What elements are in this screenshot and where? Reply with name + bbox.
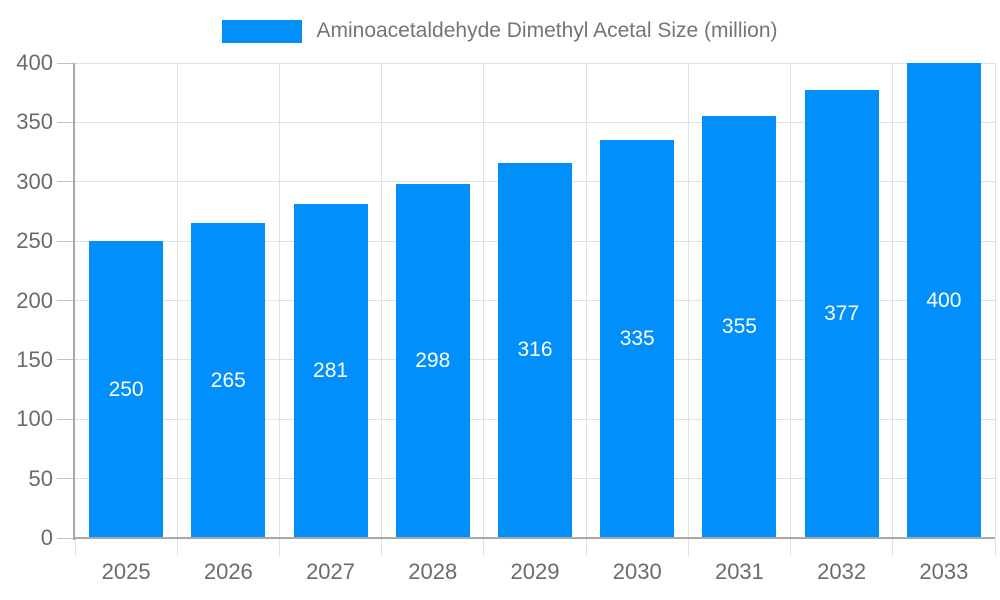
y-axis-label: 250 bbox=[16, 228, 53, 254]
bar[interactable]: 400 bbox=[906, 63, 981, 538]
x-tick bbox=[176, 539, 178, 556]
x-axis-label: 2031 bbox=[714, 559, 764, 584]
x-axis-line bbox=[73, 537, 995, 539]
x-gridline bbox=[585, 63, 587, 538]
x-tick bbox=[585, 539, 587, 556]
y-tick bbox=[57, 121, 73, 123]
x-axis-label: 2030 bbox=[612, 559, 662, 584]
x-axis-label: 2032 bbox=[817, 559, 867, 584]
bar[interactable]: 250 bbox=[89, 241, 164, 538]
x-gridline bbox=[790, 63, 792, 538]
y-tick bbox=[57, 240, 73, 242]
y-tick bbox=[57, 359, 73, 361]
y-gridline bbox=[75, 62, 995, 64]
bar[interactable]: 335 bbox=[600, 140, 675, 538]
bar-value-label: 298 bbox=[415, 349, 451, 373]
x-tick bbox=[892, 539, 894, 556]
y-tick bbox=[57, 300, 73, 301]
y-axis-label: 100 bbox=[16, 406, 53, 432]
bar-value-label: 281 bbox=[313, 359, 349, 383]
bar-value-label: 250 bbox=[108, 377, 144, 401]
bar[interactable]: 281 bbox=[293, 204, 368, 538]
x-tick bbox=[74, 539, 76, 556]
x-gridline bbox=[687, 63, 689, 538]
x-gridline bbox=[892, 63, 894, 538]
y-tick bbox=[57, 537, 73, 539]
bar[interactable]: 316 bbox=[498, 162, 572, 538]
x-axis-label: 2025 bbox=[101, 559, 151, 584]
x-axis-label: 2028 bbox=[408, 559, 458, 584]
bar-value-label: 377 bbox=[824, 302, 860, 326]
x-gridline bbox=[994, 63, 996, 538]
x-gridline bbox=[176, 63, 178, 538]
x-tick bbox=[994, 539, 996, 556]
bar-value-label: 335 bbox=[619, 327, 655, 351]
x-axis-label: 2033 bbox=[919, 559, 969, 584]
chart-legend[interactable]: Aminoacetaldehyde Dimethyl Acetal Size (… bbox=[0, 17, 1000, 45]
x-tick bbox=[687, 539, 689, 556]
x-tick bbox=[278, 539, 280, 556]
y-axis-line bbox=[73, 63, 75, 540]
x-tick bbox=[381, 539, 383, 556]
y-axis-label: 200 bbox=[16, 287, 53, 313]
bar-value-label: 400 bbox=[926, 288, 962, 312]
y-tick bbox=[57, 418, 73, 420]
bar[interactable]: 377 bbox=[804, 90, 879, 538]
y-axis-label: 350 bbox=[16, 109, 53, 135]
x-gridline bbox=[483, 63, 485, 538]
y-gridline bbox=[75, 121, 995, 123]
y-axis-label: 400 bbox=[16, 50, 53, 75]
bar-value-label: 316 bbox=[517, 338, 553, 362]
y-tick bbox=[57, 62, 73, 64]
x-axis-label: 2027 bbox=[306, 559, 356, 584]
y-axis-label: 0 bbox=[40, 525, 53, 550]
legend-swatch bbox=[222, 19, 303, 43]
y-tick bbox=[57, 478, 73, 480]
bar-value-label: 265 bbox=[210, 368, 246, 392]
x-axis-label: 2026 bbox=[203, 559, 253, 584]
x-tick bbox=[483, 539, 485, 556]
bar-value-label: 355 bbox=[721, 315, 757, 339]
legend-label: Aminoacetaldehyde Dimethyl Acetal Size (… bbox=[316, 19, 778, 42]
y-axis-label: 300 bbox=[16, 168, 53, 194]
x-axis-label: 2029 bbox=[510, 559, 560, 584]
y-axis-label: 150 bbox=[16, 346, 53, 372]
x-tick bbox=[790, 539, 792, 556]
bar[interactable]: 298 bbox=[395, 184, 470, 538]
bar[interactable]: 265 bbox=[191, 223, 266, 538]
x-gridline bbox=[381, 63, 383, 538]
x-gridline bbox=[278, 63, 280, 538]
bar[interactable]: 355 bbox=[702, 116, 777, 538]
y-axis-label: 50 bbox=[28, 465, 53, 491]
y-tick bbox=[57, 181, 73, 183]
